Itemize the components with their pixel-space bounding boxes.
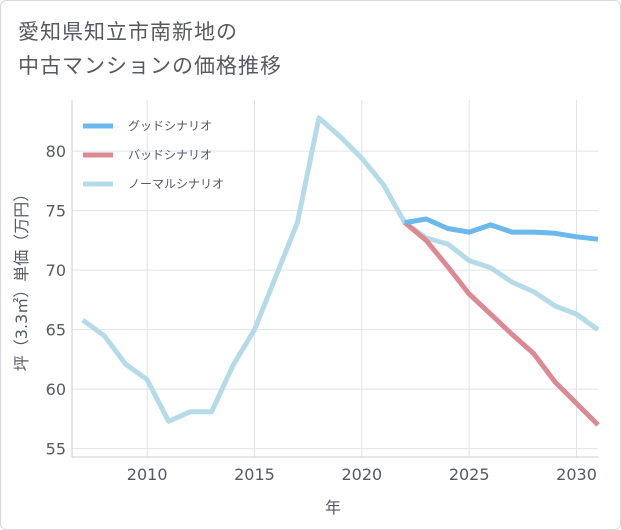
y-tick-label: 75 <box>46 202 66 221</box>
x-axis-ticks: 2010 2015 2020 2025 2030 <box>127 465 597 484</box>
x-tick-label: 2030 <box>556 465 597 484</box>
legend-label: バッドシナリオ <box>128 148 212 162</box>
y-tick-label: 70 <box>46 261 66 280</box>
y-tick-label: 55 <box>46 440 66 459</box>
bad-scenario-line <box>403 220 600 427</box>
legend-label: グッドシナリオ <box>128 119 212 133</box>
chart-title-line1: 愛知県知立市南新地の <box>18 20 238 44</box>
x-tick-label: 2025 <box>449 465 490 484</box>
y-axis-label: 坪（3.3㎡）単価（万円） <box>12 186 31 371</box>
normal-scenario-line <box>81 115 600 424</box>
chart-title: 愛知県知立市南新地の 中古マンションの価格推移 <box>18 15 438 83</box>
legend-item-bad[interactable]: バッドシナリオ <box>83 148 212 162</box>
x-tick-label: 2010 <box>127 465 168 484</box>
x-tick-label: 2020 <box>341 465 382 484</box>
series-lines <box>81 115 600 427</box>
y-tick-label: 65 <box>46 321 66 340</box>
y-axis-ticks: 55 60 65 70 75 80 <box>46 142 66 459</box>
good-scenario-line <box>404 216 599 242</box>
y-tick-label: 60 <box>46 380 66 399</box>
y-tick-label: 80 <box>46 142 66 161</box>
legend-label: ノーマルシナリオ <box>128 177 224 191</box>
legend-item-good[interactable]: グッドシナリオ <box>83 119 212 133</box>
legend-item-normal[interactable]: ノーマルシナリオ <box>83 177 224 191</box>
x-tick-label: 2015 <box>234 465 275 484</box>
chart-title-line2: 中古マンションの価格推移 <box>18 54 282 78</box>
x-axis-label: 年 <box>325 498 341 517</box>
